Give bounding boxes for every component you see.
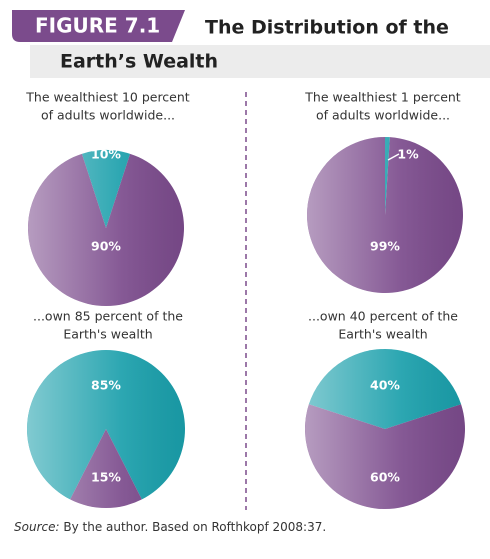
value-label: 99% [370, 239, 400, 254]
pie-title: of adults worldwide... [316, 108, 450, 123]
pie-title: The wealthiest 10 percent [25, 90, 189, 105]
pie-title: ...own 85 percent of the [33, 309, 183, 324]
value-label: 1% [397, 147, 419, 162]
figure-title: The Distribution of the [205, 17, 449, 39]
pie-title: Earth's wealth [63, 327, 152, 342]
pie-title: ...own 40 percent of the [308, 309, 458, 324]
leader-line [387, 153, 400, 161]
value-label: 90% [91, 239, 121, 254]
value-label: 85% [91, 378, 121, 393]
source-label: Source: [14, 520, 60, 534]
source: Source: By the author. Based on Rofthkop… [14, 520, 326, 534]
figure-label: FIGURE 7.1 [35, 14, 160, 38]
title-band [30, 45, 490, 78]
figure-tab [12, 10, 185, 42]
pie-title: Earth's wealth [338, 327, 427, 342]
figure-title: Earth’s Wealth [60, 51, 218, 73]
value-label: 40% [370, 378, 400, 393]
value-label: 15% [91, 470, 121, 485]
value-label: 10% [91, 147, 121, 162]
pie-title: The wealthiest 1 percent [304, 90, 461, 105]
value-label: 60% [370, 470, 400, 485]
source-text: By the author. Based on Rofthkopf 2008:3… [63, 520, 326, 534]
pie-title: of adults worldwide... [41, 108, 175, 123]
